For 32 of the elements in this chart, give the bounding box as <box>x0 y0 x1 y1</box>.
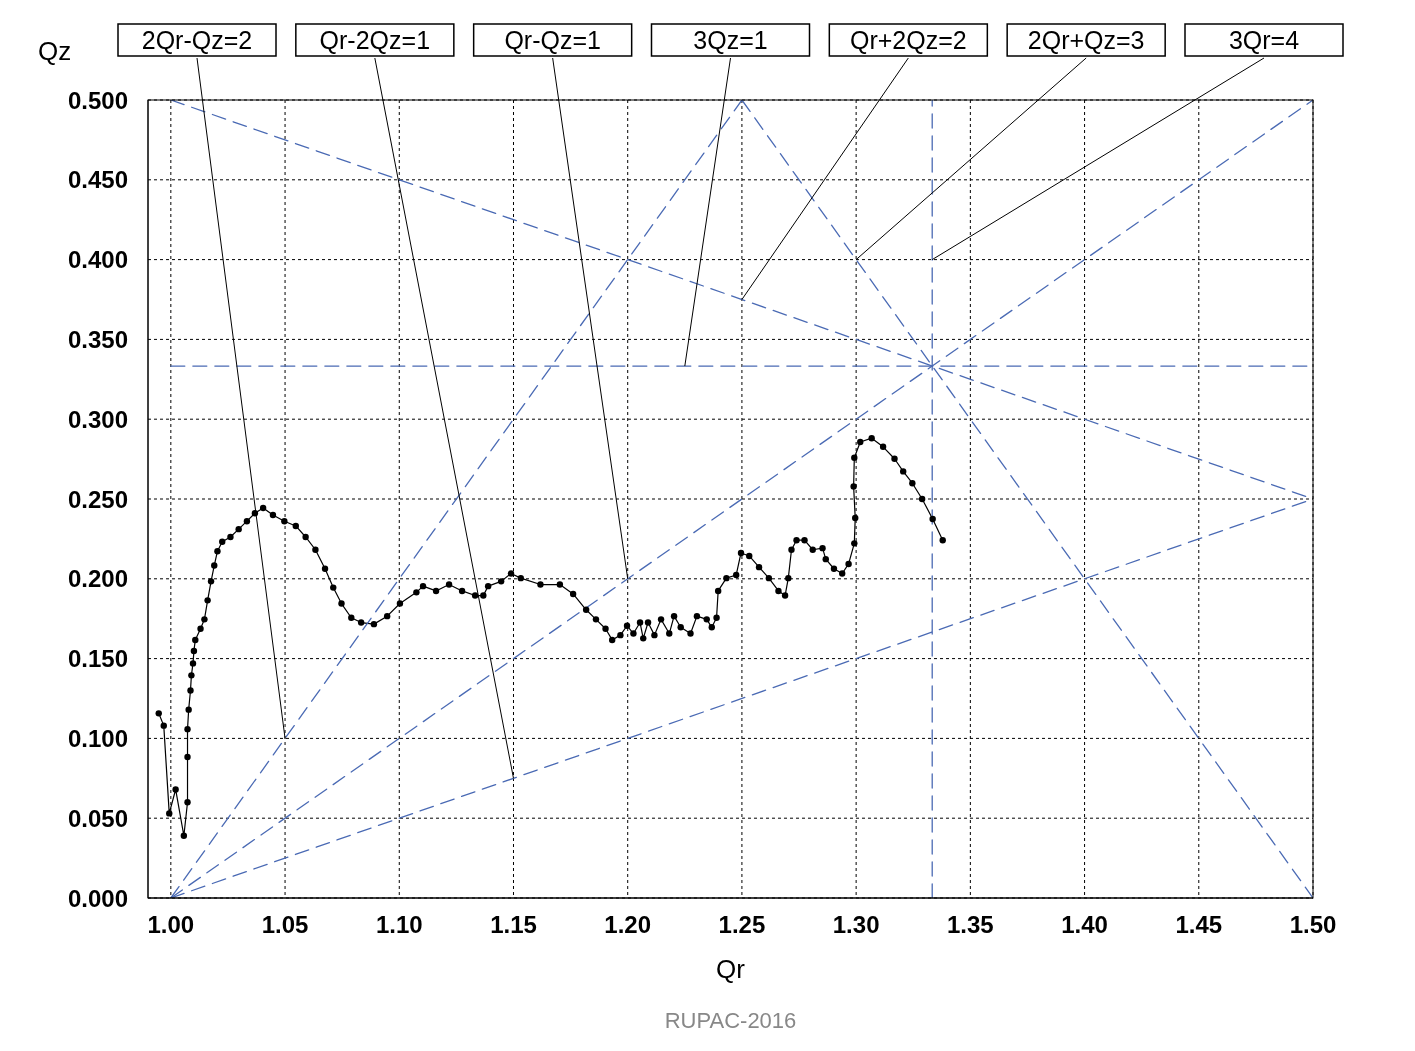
y-tick-label: 0.100 <box>67 724 128 752</box>
annotation: 3Qz=1 <box>693 26 768 54</box>
x-tick-label: 1.45 <box>1175 911 1223 939</box>
x-tick-label: 1.05 <box>261 911 309 939</box>
y-tick-label: 0.500 <box>67 86 128 114</box>
y-axis-title: Qz <box>38 36 72 66</box>
annotation: Qr+2Qz=2 <box>849 26 967 54</box>
x-axis-title: Qr <box>716 954 746 984</box>
annotation: Qr-Qz=1 <box>504 26 601 54</box>
x-tick-label: 1.30 <box>832 911 880 939</box>
x-tick-label: 1.50 <box>1289 911 1337 939</box>
y-tick-label: 0.000 <box>67 884 128 912</box>
annotation: 3Qr=4 <box>1228 26 1300 54</box>
y-tick-label: 0.350 <box>67 325 128 353</box>
y-tick-label: 0.450 <box>67 166 128 194</box>
y-tick-label: 0.150 <box>67 645 128 673</box>
y-tick-label: 0.200 <box>67 565 128 593</box>
x-tick-label: 1.10 <box>375 911 423 939</box>
annotation: Qr-2Qz=1 <box>319 26 431 54</box>
y-tick-label: 0.300 <box>67 405 128 433</box>
x-tick-label: 1.35 <box>946 911 994 939</box>
x-tick-label: 1.00 <box>147 911 195 939</box>
x-tick-label: 1.40 <box>1061 911 1108 939</box>
text: RUPAC-2016 <box>664 1008 797 1033</box>
annotation: 2Qr-Qz=2 <box>141 26 253 54</box>
y-tick-label: 0.250 <box>67 485 128 513</box>
y-tick-label: 0.400 <box>67 246 128 274</box>
y-tick-label: 0.050 <box>67 804 128 832</box>
x-tick-label: 1.25 <box>718 911 766 939</box>
x-tick-label: 1.15 <box>490 911 537 939</box>
x-tick-label: 1.20 <box>604 911 652 939</box>
annotation: 2Qr+Qz=3 <box>1027 26 1145 54</box>
